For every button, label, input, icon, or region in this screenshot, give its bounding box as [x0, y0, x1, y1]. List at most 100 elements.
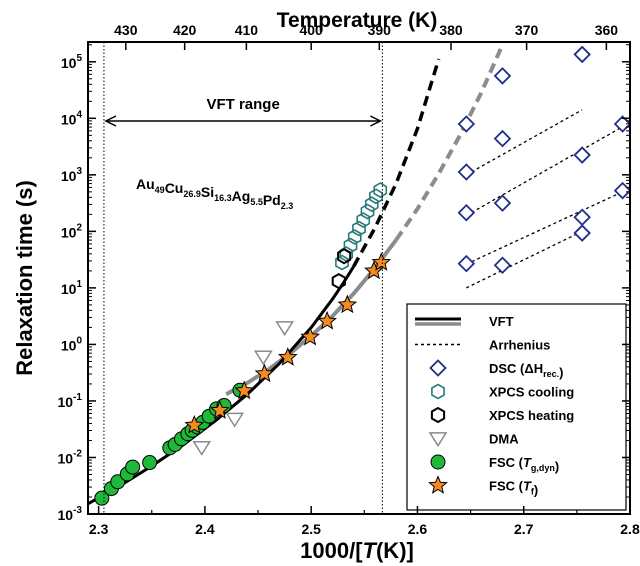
dsc-point — [573, 45, 591, 64]
xpcs-cooling-point — [373, 182, 388, 199]
legend-symbol-hex-black — [430, 406, 446, 424]
legend-item: VFT — [415, 314, 514, 329]
dsc-point — [493, 256, 512, 275]
arrhenius-line — [466, 109, 583, 176]
top-tick-label: 430 — [114, 22, 138, 38]
dma-point — [192, 440, 212, 456]
dma-point — [253, 350, 273, 366]
y-tick-label: 102 — [61, 222, 83, 240]
x-tick-label: 2.8 — [620, 521, 640, 537]
dsc-point — [573, 208, 591, 227]
vft-range-label: VFT range — [206, 96, 279, 113]
xpcs-heating-point — [337, 248, 352, 265]
x-tick-label: 2.5 — [301, 521, 321, 537]
legend-item: XPCS cooling — [431, 383, 574, 400]
legend-item: FSC (Tf) — [428, 475, 538, 498]
legend-symbol-star — [428, 475, 448, 494]
legend-label: DSC (ΔHrec.) — [489, 361, 563, 380]
fsc-tf-point — [184, 414, 205, 434]
top-tick-label: 360 — [595, 22, 619, 38]
fsc-tf-point — [209, 400, 230, 419]
legend-symbol-diamond — [429, 359, 447, 377]
dsc-point — [573, 224, 591, 242]
xpcs-cooling-point — [364, 196, 379, 213]
top-tick-label: 370 — [515, 22, 539, 38]
top-tick-label: 400 — [299, 22, 323, 38]
fsc-tf-point — [317, 310, 337, 330]
x-axis-title: 1000/[T(K)] — [300, 538, 414, 563]
xpcs-cooling-point — [360, 203, 375, 220]
vft-curve — [394, 43, 505, 241]
legend-box — [406, 303, 627, 511]
y-tick-label: 10-2 — [58, 448, 83, 466]
y-tick-label: 104 — [61, 109, 83, 127]
dsc-point — [493, 129, 512, 148]
y-tick-label: 105 — [61, 53, 83, 71]
x-tick-label: 2.7 — [514, 521, 534, 537]
top-tick-label: 390 — [368, 22, 392, 38]
dsc-point — [457, 163, 476, 181]
dma-point — [275, 321, 294, 337]
top-tick-label: 410 — [235, 22, 259, 38]
dsc-point — [573, 146, 591, 164]
fsc-tf-point — [277, 347, 298, 366]
dsc-point — [457, 203, 476, 222]
y-tick-label: 10-3 — [58, 505, 83, 523]
fsc-tf-point — [337, 294, 358, 314]
dsc-point — [493, 67, 512, 85]
dma-point — [225, 412, 245, 428]
arrhenius-line — [466, 191, 623, 265]
xpcs-heating-point — [331, 272, 346, 290]
fsc-tf-point — [371, 252, 392, 271]
vft-range-arrowhead-left — [104, 115, 117, 127]
dsc-point — [613, 115, 630, 133]
dsc-point — [457, 254, 476, 273]
fsc-tf-point — [364, 260, 384, 280]
top-tick-label: 380 — [439, 22, 463, 38]
legend-label: XPCS cooling — [489, 385, 574, 400]
legend-label: DMA — [489, 432, 519, 447]
legend-item: DSC (ΔHrec.) — [429, 359, 563, 380]
fsc-tf-point — [300, 326, 320, 346]
top-axis-title: Temperature (K) — [277, 9, 438, 32]
y-tick-label: 10-1 — [58, 392, 83, 410]
xpcs-cooling-point — [347, 229, 362, 245]
vft-range-arrowhead-right — [370, 115, 383, 127]
arrhenius-line — [466, 230, 583, 289]
x-tick-label: 2.4 — [195, 521, 215, 537]
y-tick-label: 103 — [61, 166, 83, 184]
legend-label: XPCS heating — [489, 408, 574, 423]
legend-label: FSC (Tg,dyn) — [489, 455, 559, 474]
dsc-point — [613, 181, 630, 200]
dsc-point — [457, 115, 476, 133]
fsc-tf-point — [254, 363, 275, 383]
vft-curve — [225, 238, 398, 396]
x-tick-label: 2.3 — [89, 521, 109, 537]
legend-item: FSC (Tg,dyn) — [430, 454, 559, 474]
composition-label: Au49Cu26.9Si16.3Ag5.5Pd2.3 — [136, 176, 293, 211]
xpcs-cooling-point — [352, 220, 366, 237]
y-axis-title: Relaxation time (s) — [12, 180, 37, 376]
legend-symbol-circle — [430, 454, 446, 470]
y-tick-label: 101 — [61, 279, 83, 297]
vft-curve — [352, 58, 441, 268]
x-tick-label: 2.6 — [408, 521, 428, 537]
plot-frame — [87, 41, 631, 515]
fsc-tg-point — [110, 474, 126, 490]
legend-label: FSC (Tf) — [489, 479, 538, 498]
xpcs-cooling-point — [356, 212, 371, 229]
fsc-tg-point — [94, 490, 110, 506]
legend-item: DMA — [428, 432, 519, 448]
y-tick-label: 100 — [61, 335, 83, 353]
legend-label: VFT — [489, 314, 514, 329]
legend-symbol-hex-teal — [431, 383, 445, 400]
legend-item: XPCS heating — [430, 406, 574, 424]
fsc-tf-point — [234, 380, 255, 400]
legend-symbol-triangle — [428, 432, 448, 448]
fsc-tg-point — [125, 459, 141, 475]
legend-item: Arrhenius — [415, 338, 550, 353]
dsc-point — [493, 194, 512, 212]
top-tick-label: 420 — [173, 22, 197, 38]
legend-label: Arrhenius — [489, 338, 550, 353]
